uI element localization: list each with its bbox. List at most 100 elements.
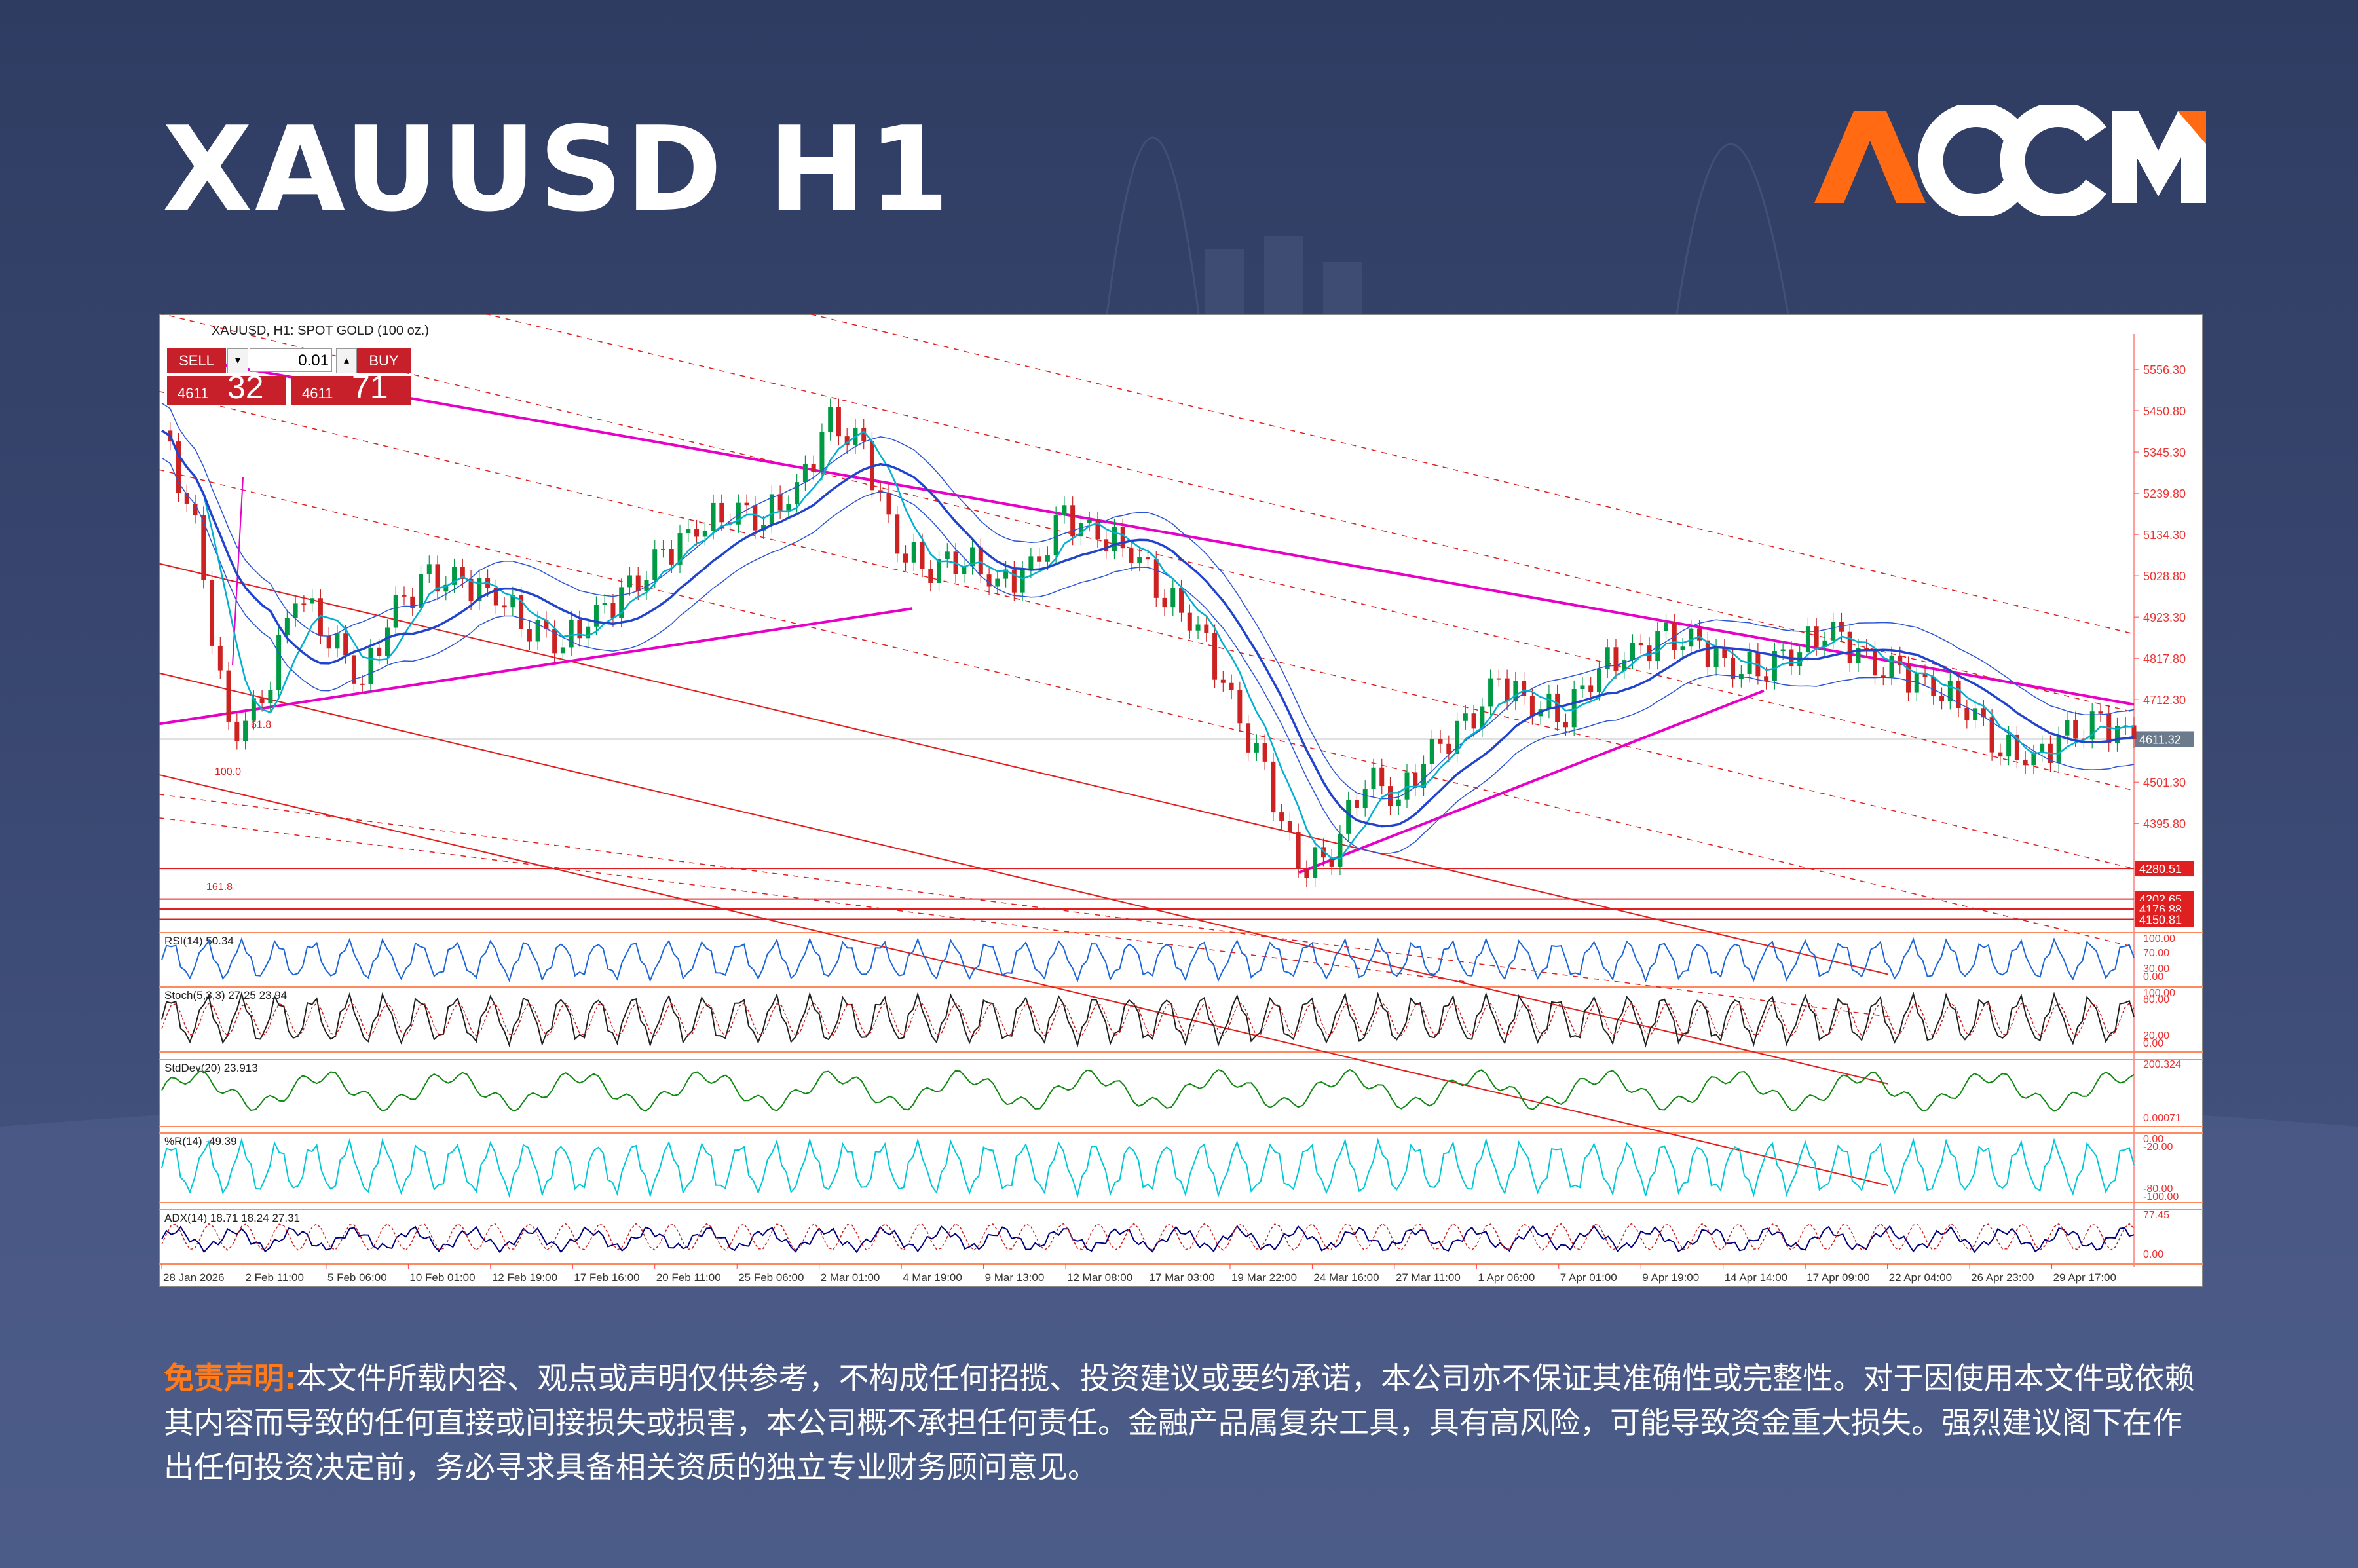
candle-body	[1881, 675, 1886, 677]
symbol-title: XAUUSD, H1: SPOT GOLD (100 oz.)	[212, 324, 429, 338]
candle-body	[1320, 847, 1326, 858]
candle-body	[1588, 685, 1594, 692]
x-tick-label: 27 Mar 11:00	[1396, 1271, 1461, 1284]
candle-body	[1613, 647, 1619, 671]
slow-moving-average	[161, 429, 2135, 828]
candle-body	[1271, 761, 1276, 813]
candle-body	[1421, 764, 1427, 788]
candle-body	[1112, 527, 1117, 551]
candle-body	[694, 529, 700, 537]
candle-body	[1605, 647, 1610, 669]
candle-body	[1229, 682, 1234, 690]
buy-price-prefix: 4611	[302, 385, 333, 401]
level-tag-bg	[2135, 911, 2194, 927]
candle-body	[995, 578, 1000, 587]
candle-body	[552, 629, 557, 654]
candle-body	[1964, 708, 1970, 720]
indicator-tick-label: 100.00	[2143, 933, 2175, 944]
candle-body	[2073, 720, 2078, 739]
candle-body	[1153, 559, 1159, 598]
candle-body	[1070, 505, 1076, 537]
indicator-tick-label: 30.00	[2143, 963, 2169, 975]
candle-body	[1973, 708, 1978, 720]
candle-body	[1237, 690, 1243, 724]
candle-body	[1220, 679, 1226, 683]
x-tick-label: 5 Feb 06:00	[328, 1271, 387, 1284]
candle-body	[1772, 651, 1777, 681]
candle-body	[1864, 647, 1869, 650]
candle-body	[1705, 640, 1710, 667]
candle-body	[1146, 557, 1150, 560]
buy-quote[interactable]: 4611 71	[291, 369, 411, 405]
candle-body	[527, 629, 532, 642]
candle-body	[1195, 624, 1201, 631]
candle-body	[1020, 569, 1025, 593]
down-channel-line	[159, 672, 1889, 1085]
x-tick-label: 24 Mar 16:00	[1313, 1271, 1379, 1284]
candle-body	[493, 588, 498, 606]
candle-body	[1429, 738, 1434, 764]
chart-canvas[interactable]: 5556.30 5450.80 5345.30 5239.80 5134.30 5028.…	[159, 314, 2203, 1287]
indicator-tick-label: 77.45	[2143, 1210, 2169, 1221]
candle-body	[619, 587, 624, 618]
x-tick-label: 19 Mar 22:00	[1231, 1271, 1297, 1284]
candle-body	[945, 551, 950, 559]
candle-body	[393, 595, 398, 628]
candle-body	[1713, 647, 1719, 667]
candle-body	[468, 578, 474, 601]
x-tick-label: 7 Apr 01:00	[1560, 1271, 1617, 1284]
candle-body	[920, 542, 925, 569]
candle-body	[435, 564, 440, 592]
candle-body	[1831, 622, 1836, 641]
sell-quote[interactable]: 4611 32	[167, 369, 286, 405]
candle-body	[761, 525, 766, 531]
candle-body	[1898, 655, 1903, 665]
candle-body	[1546, 693, 1552, 710]
chart-window[interactable]: 5556.30 5450.80 5345.30 5239.80 5134.30 5028.…	[159, 314, 2203, 1287]
down-channel-line	[159, 563, 1889, 975]
candle-body	[1438, 738, 1443, 744]
candle-body	[1780, 649, 1786, 652]
candle-body	[895, 514, 900, 554]
candle-body	[293, 603, 298, 618]
candle-body	[861, 427, 867, 441]
lot-size-input[interactable]: 0.01	[250, 348, 332, 372]
candle-body	[1931, 677, 1936, 696]
lot-decrease-arrow-icon[interactable]: ▾	[227, 348, 248, 373]
candle-body	[1204, 624, 1209, 633]
candle-body	[2006, 734, 2012, 757]
candle-body	[652, 549, 658, 580]
candle-body	[276, 635, 282, 690]
bollinger-upper-band	[161, 402, 2135, 800]
candle-body	[1187, 612, 1192, 631]
candle-body	[318, 598, 323, 636]
indicator-label: %R(14) -49.39	[164, 1135, 237, 1148]
candle-body	[602, 603, 607, 605]
sell-button[interactable]: SELL	[167, 348, 226, 373]
indicator-tick-label: 70.00	[2143, 948, 2169, 959]
y-tick-label: 4501.30	[2143, 776, 2186, 789]
buy-button[interactable]: BUY	[357, 348, 411, 373]
y-tick-label: 5345.30	[2143, 446, 2186, 459]
candle-body	[176, 441, 181, 493]
x-tick-label: 26 Apr 23:00	[1971, 1271, 2034, 1284]
one-click-trading-panel: SELL ▾ 0.01 ▴ BUY 4611 32 4611 71	[167, 346, 411, 406]
fast-moving-average	[161, 430, 2135, 860]
x-tick-label: 17 Feb 16:00	[574, 1271, 639, 1284]
candle-body	[535, 620, 540, 642]
y-tick-label: 5450.80	[2143, 405, 2186, 418]
candle-body	[795, 482, 800, 504]
candle-body	[937, 559, 942, 583]
candle-body	[360, 683, 365, 685]
candle-body	[2065, 720, 2070, 736]
candle-body	[1179, 588, 1184, 613]
candle-body	[1914, 673, 1919, 693]
level-tag: 4150.81	[2135, 911, 2194, 927]
lot-increase-arrow-icon[interactable]: ▴	[336, 348, 357, 373]
candle-body	[1053, 515, 1058, 555]
indicator-label: RSI(14) 50.34	[164, 935, 234, 947]
candle-body	[1839, 622, 1844, 632]
candle-body	[1045, 555, 1050, 562]
candle-body	[1011, 569, 1017, 593]
bollinger-lower-band	[161, 457, 2135, 855]
